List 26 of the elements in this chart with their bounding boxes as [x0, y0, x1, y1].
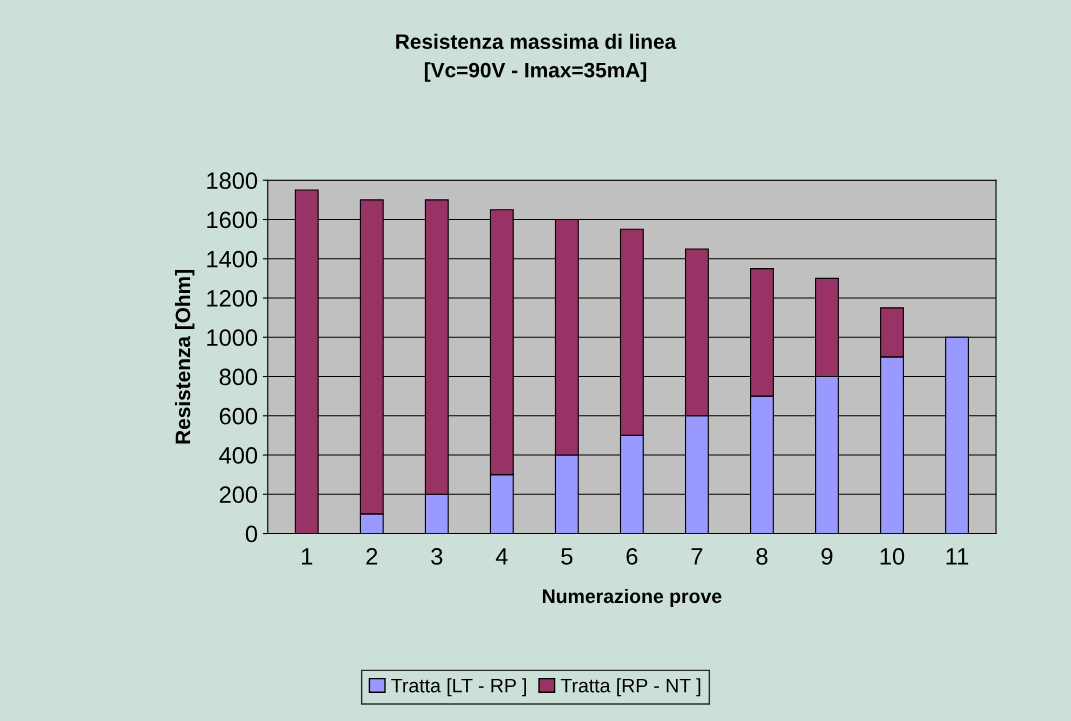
- chart-title: Resistenza massima di linea [Vc=90V - Imax=35mA]: [396, 33, 677, 82]
- legend-label: Tratta [RP - NT ]: [560, 678, 701, 697]
- x-tick-label: 7: [691, 548, 703, 565]
- y-tick-label: 1400: [207, 250, 258, 268]
- x-tick-label: 10: [880, 548, 905, 565]
- x-tick-label: 9: [821, 548, 833, 565]
- x-tick-label: 3: [431, 548, 443, 565]
- x-tick-label: 8: [756, 548, 768, 565]
- y-tick-label: 1200: [207, 290, 258, 307]
- x-tick-label: 5: [561, 548, 573, 565]
- y-axis-title: Resistenza [Ohm]: [174, 270, 195, 444]
- y-tick-label: 200: [219, 486, 258, 504]
- x-axis-title: Numerazione prove: [542, 588, 722, 608]
- legend-label: Tratta [LT - RP ]: [391, 678, 526, 697]
- y-tick-label: 1600: [207, 211, 258, 229]
- y-tick-label: 0: [245, 525, 258, 543]
- y-tick-label: 600: [219, 407, 258, 425]
- y-tick-label: 1800: [207, 172, 258, 190]
- y-tick-label: 1000: [207, 329, 258, 347]
- y-tick-label: 400: [219, 447, 258, 464]
- x-tick-label: 4: [495, 548, 508, 565]
- x-tick-label: 6: [626, 548, 638, 565]
- x-tick-label: 1: [302, 548, 313, 565]
- x-tick-label: 2: [366, 548, 378, 565]
- x-tick-label: 11: [946, 548, 969, 565]
- y-tick-label: 800: [219, 368, 258, 386]
